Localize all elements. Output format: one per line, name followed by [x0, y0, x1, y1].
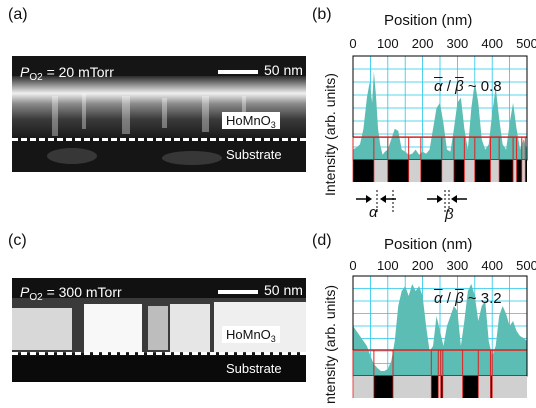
pressure-symbol-c: P — [20, 284, 30, 300]
scale-bar-c — [218, 290, 258, 294]
interface-line-c — [12, 352, 306, 355]
domain-bar-dark — [516, 160, 522, 182]
tem-texture-c — [12, 298, 306, 382]
beta-mark-b: β — [445, 206, 454, 223]
domain-bar-light — [513, 160, 517, 182]
domain-bar-dark — [431, 376, 439, 398]
x-tick-label: 0 — [349, 258, 357, 273]
domain-bar-light — [441, 160, 454, 182]
pressure-sub-a: O2 — [29, 72, 43, 83]
tem-image-a: PO2 = 20 mTorr 50 nm HoMnO3 Substrate — [12, 56, 306, 172]
ratio-alpha-b: α — [434, 78, 443, 95]
domain-bar-light — [521, 160, 526, 182]
domain-bar-dark — [499, 160, 514, 182]
alpha-mark-b: α — [369, 204, 378, 221]
x-tick-label: 400 — [481, 258, 504, 273]
alpha-arrowhead-left — [366, 195, 372, 203]
scale-text-c: 50 nm — [264, 282, 303, 298]
tem-texture-a — [12, 76, 306, 165]
film-label-c: HoMnO3 — [222, 326, 280, 344]
x-tick-label: 100 — [376, 258, 399, 273]
x-tick-label: 500 — [516, 258, 536, 273]
domain-bar-light — [492, 376, 527, 398]
pressure-label-a: PO2 = 20 mTorr — [20, 64, 114, 83]
pressure-symbol-a: P — [20, 64, 30, 80]
pressure-value-c: = 300 mTorr — [42, 284, 122, 300]
film-sub-a: 3 — [270, 120, 276, 130]
substrate-label-a: Substrate — [226, 147, 282, 162]
y-title-d: ntensity (arb. units) — [322, 284, 338, 404]
scale-bar-a — [218, 70, 258, 74]
domain-bar-dark — [440, 376, 443, 398]
domain-bar-dark — [373, 376, 394, 398]
domain-bar-dark — [474, 160, 491, 182]
ratio-value-d: ~ 3.2 — [463, 290, 502, 307]
panel-d-label: (d) — [312, 232, 332, 249]
ratio-d: α / β ~ 3.2 — [434, 290, 502, 307]
x-title-b: Position (nm) — [384, 12, 473, 29]
x-tick-label: 200 — [411, 36, 434, 51]
ratio-value-b: ~ 0.8 — [463, 78, 502, 95]
interface-line-a — [12, 138, 306, 141]
bars-d — [352, 376, 527, 398]
intensity-area — [353, 71, 527, 160]
domain-bar-dark — [453, 160, 465, 182]
domain-bar-light — [490, 160, 500, 182]
ratio-beta-b: β — [455, 78, 464, 95]
domain-bar-light — [438, 376, 441, 398]
domain-bar-dark — [462, 376, 479, 398]
bars-b — [352, 160, 527, 182]
x-tick-label: 500 — [516, 36, 536, 51]
y-title-b: Intensity (arb. units) — [322, 73, 338, 196]
chart-b — [352, 55, 528, 161]
domain-bar-light — [408, 160, 421, 182]
panel-b-label: (b) — [312, 6, 332, 23]
scale-text-a: 50 nm — [264, 62, 303, 78]
width-markers-b — [356, 190, 467, 212]
x-tick-label: 100 — [376, 36, 399, 51]
beta-arrowhead-left — [437, 195, 443, 203]
domain-bar-light — [353, 376, 374, 398]
x-tick-label: 200 — [411, 258, 434, 273]
domain-bar-dark — [525, 160, 527, 182]
x-tick-label: 400 — [481, 36, 504, 51]
film-name-a: HoMnO — [226, 113, 271, 128]
ratio-alpha-d: α — [434, 290, 443, 307]
panel-a-label: (a) — [8, 6, 28, 23]
ratio-beta-d: β — [455, 290, 464, 307]
domain-bar-light — [373, 160, 388, 182]
domain-bar-light — [478, 376, 491, 398]
substrate-label-c: Substrate — [226, 361, 282, 376]
domain-bar-dark — [490, 376, 493, 398]
ratio-b: α / β ~ 0.8 — [434, 78, 502, 95]
alpha-arrowhead-right — [380, 195, 386, 203]
tem-image-c: PO2 = 300 mTorr 50 nm HoMnO3 Substrate — [12, 278, 306, 382]
domain-bar-light — [442, 376, 463, 398]
panel-c-label: (c) — [8, 232, 27, 249]
domain-bar-dark — [387, 160, 409, 182]
domain-bar-dark — [420, 160, 442, 182]
domain-bar-dark — [353, 160, 374, 182]
domain-bar-light — [464, 160, 475, 182]
x-tick-label: 300 — [446, 36, 469, 51]
x-tick-label: 0 — [349, 36, 357, 51]
x-tick-label: 300 — [446, 258, 469, 273]
pressure-sub-c: O2 — [29, 292, 43, 303]
pressure-label-c: PO2 = 300 mTorr — [20, 284, 122, 303]
film-label-a: HoMnO3 — [222, 112, 280, 130]
beta-arrowhead-right — [451, 195, 457, 203]
film-name-c: HoMnO — [226, 327, 271, 342]
domain-bar-light — [393, 376, 432, 398]
x-title-d: Position (nm) — [384, 236, 473, 253]
intensity-area — [353, 284, 527, 376]
pressure-value-a: = 20 mTorr — [42, 64, 114, 80]
film-sub-c: 3 — [270, 334, 276, 344]
